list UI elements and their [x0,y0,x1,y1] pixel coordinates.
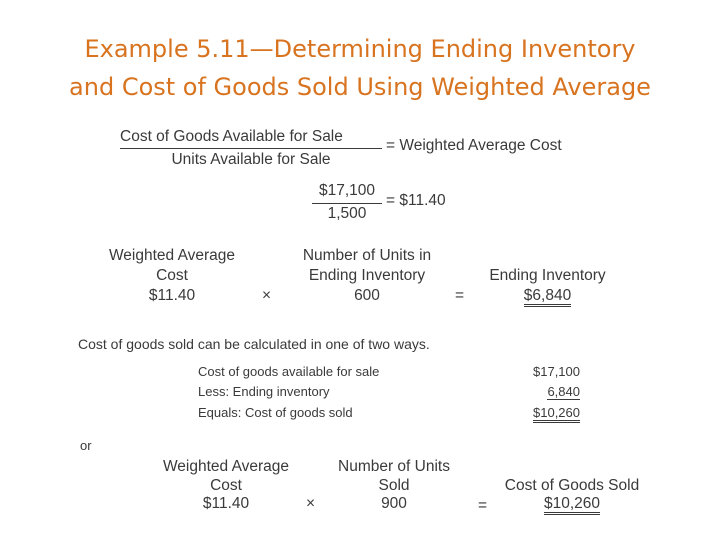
formula-result: = Weighted Average Cost [386,137,562,154]
ei-col2-header-line1: Number of Units in [302,247,432,264]
or-text: or [80,438,92,453]
cogs-col3-header: Cost of Goods Sold [504,477,640,494]
calc-result: = $11.40 [386,192,446,209]
schedule-row-2-label: Less: Ending inventory [198,384,330,399]
cogs-col1-header-line1: Weighted Average [162,458,290,475]
cogs-col2-header-line2: Sold [378,477,410,494]
cogs-col2-value: 900 [381,495,407,512]
cogs-equals-sign: = [478,497,488,514]
schedule-row-3-label: Equals: Cost of goods sold [198,405,353,420]
ei-col1-value: $11.40 [148,287,196,304]
formula-denominator: Units Available for Sale [171,151,331,168]
ei-col1-header-line2: Cost [156,267,188,284]
schedule-row-2-value: 6,840 [547,384,580,400]
formula-fraction-bar [120,148,382,149]
cogs-col1-header-line2: Cost [210,477,242,494]
slide-title-line-2: and Cost of Goods Sold Using Weighted Av… [69,73,651,101]
calc-numerator: $17,100 [318,182,376,199]
cogs-col3-value-wrap: $10,260 [494,495,650,515]
calc-denominator: 1,500 [327,205,367,222]
cogs-intro-text: Cost of goods sold can be calculated in … [78,336,430,352]
ei-col3-header: Ending Inventory [489,267,606,284]
ei-times-sign: × [262,287,272,304]
ei-col3-value-wrap: $6,840 [470,287,625,307]
slide-title-line-1: Example 5.11—Determining Ending Inventor… [84,35,636,63]
cogs-col2-header-line1: Number of Units [338,458,450,475]
cogs-col1-value: $11.40 [202,495,250,512]
cogs-times-sign: × [306,495,316,512]
cogs-col3-value: $10,260 [543,495,601,515]
ei-equals-sign: = [455,287,465,304]
schedule-row-2-value-wrap: 6,840 [520,384,580,400]
ei-col3-value: $6,840 [523,287,572,307]
schedule-row-1-value: $17,100 [533,364,580,379]
schedule-row-3-value: $10,260 [533,405,580,423]
schedule-row-3-value-wrap: $10,260 [520,405,580,423]
ei-col2-header-line2: Ending Inventory [308,267,426,284]
schedule-row-1-label: Cost of goods available for sale [198,364,380,379]
formula-numerator: Cost of Goods Available for Sale [120,128,343,145]
ei-col2-value: 600 [354,287,380,304]
ei-col1-header-line1: Weighted Average [108,247,236,264]
calc-fraction-bar [312,203,382,204]
